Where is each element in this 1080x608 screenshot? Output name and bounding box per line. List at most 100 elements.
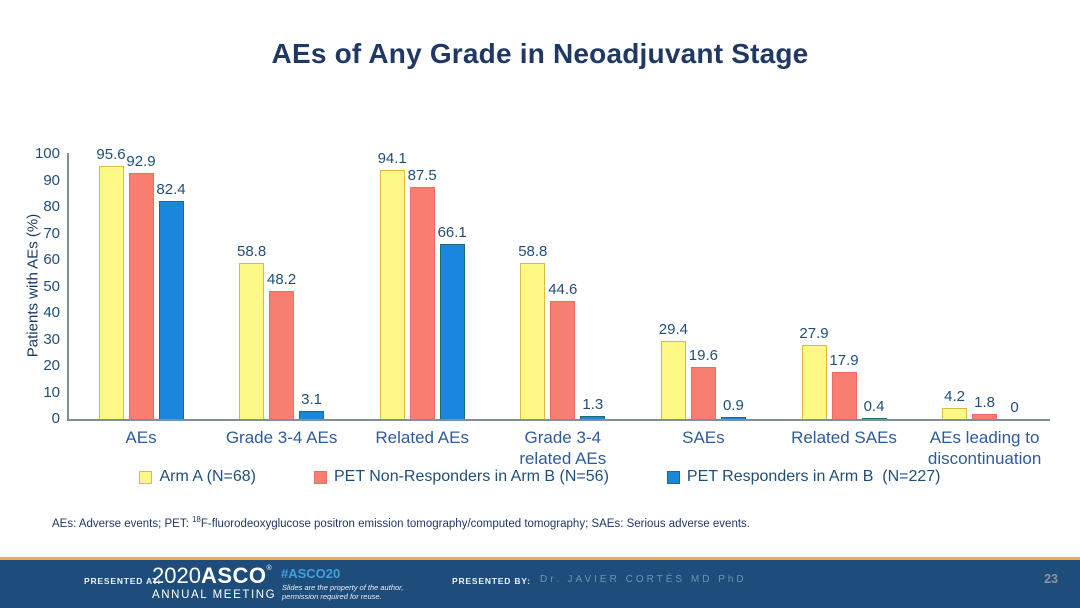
slide-title: AEs of Any Grade in Neoadjuvant Stage [271,38,809,69]
bar-value-label: 1.3 [582,395,604,413]
bar-value-label: 0 [1010,399,1019,416]
bar-pet-non-responders [972,414,998,419]
category-label-line: Related SAEs [791,428,897,447]
category-label: SAEs [623,427,783,448]
bar-arm-a [239,263,265,419]
bar-pet-responders [720,416,746,419]
bar-arm-a [98,165,124,419]
bar-value-label: 95.6 [96,145,126,163]
category-label-line: SAEs [682,428,725,447]
footnote-superscript: 18 [191,515,201,524]
y-axis-tick-label: 30 [43,330,60,348]
category-label-line: Grade 3-4 AEs [225,428,338,447]
bar-value-label: 29.4 [658,321,688,339]
bar-pet-non-responders [409,187,435,419]
bar-pet-responders [299,410,325,419]
y-axis-tick-label: 100 [34,145,60,162]
legend-label: PET Responders in Arm B (N=227) [686,468,941,485]
footer-gold-line [0,557,1080,560]
bar-value-label: 87.5 [407,167,437,185]
bar-pet-responders [158,200,184,419]
bar-arm-a [801,345,827,419]
chart-legend: Arm A (N=68) PET Non-Responders in Arm B … [0,468,1080,486]
bar-value-label: 3.1 [301,390,323,408]
category-label-line: AEs leading to [929,428,1040,447]
bar-value-label: 48.2 [266,271,297,289]
category-label: Grade 3-4 related AEs [483,427,643,469]
asco-logo-wordmark: 2020ASCO® [152,565,276,587]
presented-by-label: PRESENTED BY: [452,576,531,586]
bar-value-label: 94.1 [377,149,407,167]
bar-value-label: 17.9 [829,351,859,369]
category-label: Grade 3-4 AEs [202,427,362,448]
y-axis-tick-label: 60 [43,251,60,268]
bar-pet-non-responders [550,300,576,419]
bar-pet-non-responders [128,172,154,419]
y-axis-tick-label: 70 [43,224,60,242]
footer-disclaimer: Slides are the property of the author, p… [282,583,403,601]
bar-arm-a [520,263,546,419]
bar-pet-non-responders [831,371,857,419]
bar-value-label: 92.9 [126,152,156,170]
bar-pet-responders [439,243,465,419]
y-axis-tick-label: 0 [51,410,60,427]
bar-value-label: 82.4 [156,180,186,198]
footer-bar [0,560,1080,608]
bar-value-label: 0.9 [722,396,744,414]
footer-disclaimer-line1: Slides are the property of the author, [282,583,404,592]
asco-logo-subtitle: ANNUAL MEETING [152,589,277,601]
bar-pet-non-responders [269,291,295,419]
y-axis-tick-label: 50 [43,277,60,295]
legend-item: Arm A (N=68) [139,468,256,486]
legend-label: PET Non-Responders in Arm B (N=56) [333,468,609,485]
bar-value-label: 27.9 [799,325,829,343]
bar-value-label: 58.8 [236,243,267,261]
bar-arm-a [942,407,968,419]
footnote: AEs: Adverse events; PET: 18F-fluorodeox… [52,515,750,530]
legend-item: PET Responders in Arm B (N=227) [666,468,941,486]
bar-value-label: 1.8 [974,394,996,412]
category-label: Related SAEs [764,427,924,448]
y-axis-line [67,153,69,421]
bar-value-label: 44.6 [548,280,578,298]
legend-swatch [666,470,680,484]
footnote-part1: AEs: Adverse events; PET: [52,517,192,530]
presented-at-label: PRESENTED AT: [84,576,161,586]
category-label-line: discontinuation [927,449,1042,468]
bar-value-label: 66.1 [437,223,467,241]
legend-swatch [139,470,153,484]
category-label-line: Grade 3-4 [524,428,602,447]
y-axis-tick-label: 90 [43,171,60,189]
y-axis-tick-label: 80 [43,198,60,215]
bar-arm-a [379,169,405,419]
y-axis-tick-label: 20 [43,357,60,374]
category-label-line: related AEs [519,449,607,468]
bar-value-label: 4.2 [944,387,966,405]
legend-item: PET Non-Responders in Arm B (N=56) [313,468,609,486]
bar-value-label: 0.4 [863,397,885,415]
bar-value-label: 19.6 [688,347,718,365]
asco-logo: 2020ASCO® ANNUAL MEETING [152,565,276,602]
bar-pet-non-responders [690,367,716,419]
registered-trademark-icon: ® [266,565,272,572]
category-label-line: AEs [125,428,157,447]
asco-logo-name: ASCO [200,563,267,588]
hashtag: #ASCO20 [281,566,341,581]
footer-disclaimer-line2: permission required for reuse. [282,592,382,601]
presenter-name: Dr. JAVIER CORTÉS MD PhD [540,574,747,585]
legend-swatch [313,470,327,484]
y-axis-tick-label: 10 [43,383,60,401]
category-label-line: Related AEs [375,428,469,447]
bar-value-label: 58.8 [518,243,548,261]
bar-pet-responders [580,415,606,419]
bar-pet-responders [861,417,887,419]
x-axis-line [67,419,1050,421]
category-label: AEs leading to discontinuation [905,427,1065,469]
category-label: AEs [61,427,221,448]
legend-label: Arm A (N=68) [159,468,256,485]
page-number: 23 [1044,572,1058,586]
asco-logo-year: 2020 [152,563,201,588]
category-label: Related AEs [342,427,502,448]
